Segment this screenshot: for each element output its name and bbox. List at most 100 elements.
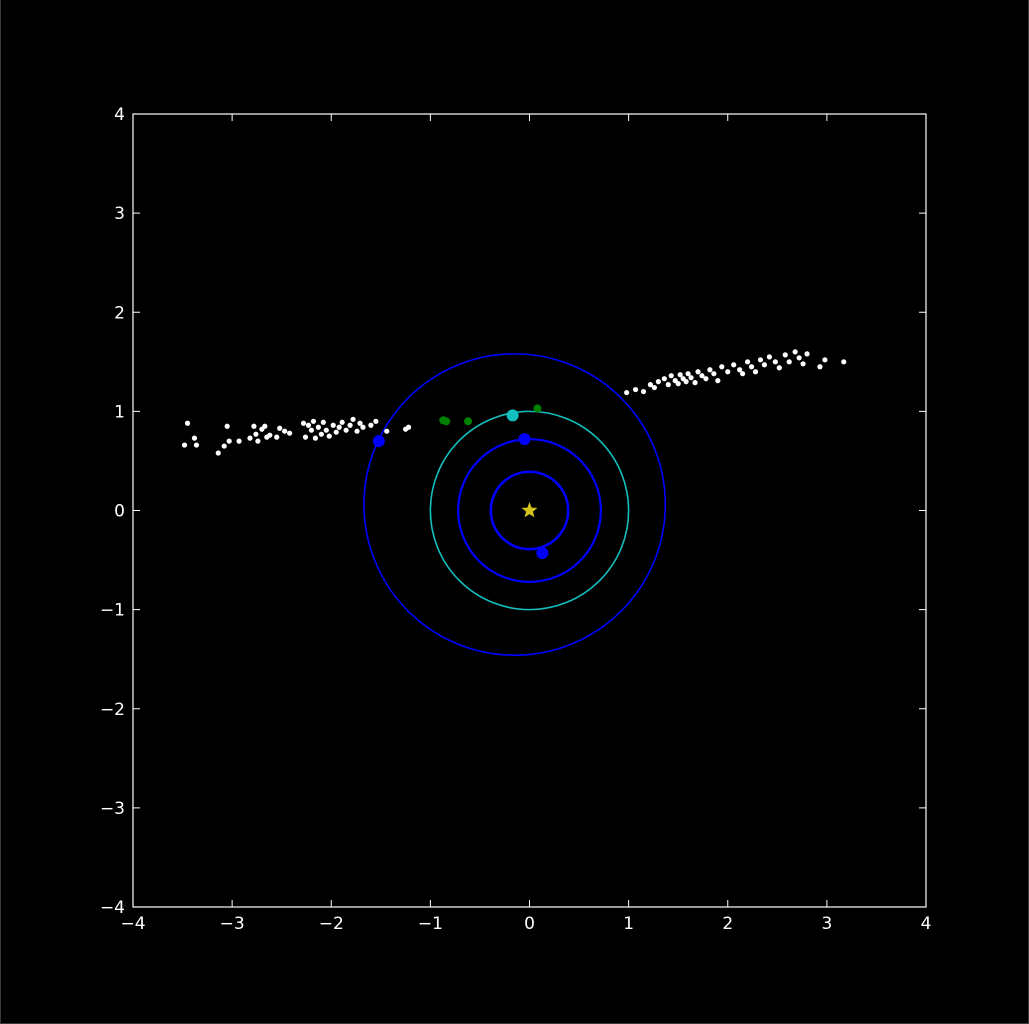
green-point — [533, 404, 542, 413]
y-tick-label: 3 — [114, 204, 125, 224]
debris-point — [253, 431, 259, 437]
x-tick-label: 3 — [821, 914, 832, 934]
debris-point — [748, 364, 755, 370]
debris-point — [184, 420, 191, 426]
debris-point — [752, 369, 759, 375]
debris-point — [267, 432, 273, 438]
y-tick-label: −1 — [100, 601, 125, 621]
debris-point — [624, 389, 630, 396]
debris-point — [744, 359, 751, 365]
y-tick-label: 2 — [114, 303, 125, 323]
debris-point — [368, 422, 374, 428]
debris-point — [384, 428, 390, 434]
debris-point — [715, 378, 721, 384]
debris-point — [310, 418, 317, 424]
debris-point — [305, 422, 312, 428]
debris-point — [326, 433, 332, 439]
debris-point — [277, 425, 283, 431]
orbit-ring-1 — [489, 470, 570, 551]
debris-point — [731, 362, 737, 368]
x-tick-label: 0 — [524, 914, 535, 934]
debris-point — [308, 427, 315, 433]
debris-point — [339, 419, 345, 425]
orbit-ring-3 — [429, 410, 630, 611]
debris-point — [651, 384, 657, 391]
orbit-layer — [363, 353, 667, 657]
debris-point — [357, 420, 363, 426]
debris-point — [665, 382, 671, 388]
debris-point — [655, 379, 661, 385]
debris-point — [330, 422, 336, 428]
debris-point — [302, 434, 309, 440]
debris-point — [782, 352, 788, 358]
debris-point — [699, 373, 705, 379]
debris-point — [251, 423, 257, 429]
star-icon — [521, 502, 538, 518]
green-point — [464, 417, 473, 426]
debris-point — [737, 367, 743, 373]
orbit-ring-4 — [363, 353, 667, 657]
debris-point — [287, 430, 293, 436]
debris-point — [766, 354, 772, 360]
x-tick-label: 2 — [722, 914, 733, 934]
debris-point — [318, 431, 324, 437]
debris-point — [224, 423, 230, 429]
debris-point — [282, 428, 288, 434]
debris-point — [255, 438, 261, 444]
debris-point — [640, 388, 647, 395]
x-tick-label: 4 — [921, 914, 932, 934]
y-tick-label: −4 — [100, 898, 125, 918]
debris-point — [336, 424, 342, 430]
debris-point — [350, 416, 356, 422]
debris-point — [247, 435, 253, 441]
debris-point — [707, 367, 713, 373]
debris-point — [632, 386, 639, 393]
debris-point — [320, 419, 326, 425]
y-tick-label: 4 — [114, 105, 125, 125]
tick-layer: −4 −3 −2 −1 0 1 2 3 4 −4 −3 −2 −1 0 1 2 3 4 — [100, 105, 931, 934]
debris-point — [191, 435, 198, 441]
debris-point — [822, 357, 828, 363]
planet-marker-2 — [518, 433, 531, 446]
debris-point — [373, 418, 379, 424]
debris-point — [692, 380, 698, 386]
debris-point — [772, 359, 778, 365]
x-tick-label: 1 — [623, 914, 634, 934]
debris-point — [761, 362, 768, 368]
debris-point — [757, 357, 764, 363]
y-tick-label: 0 — [114, 502, 125, 522]
debris-point — [792, 349, 798, 355]
x-tick-label: −3 — [220, 914, 245, 934]
debris-point — [796, 355, 802, 361]
debris-point — [405, 424, 412, 430]
debris-point — [300, 420, 307, 426]
debris-point — [675, 381, 681, 387]
planet-marker-1 — [536, 547, 549, 560]
debris-point — [215, 450, 221, 456]
debris-point — [274, 434, 280, 440]
debris-point — [841, 359, 847, 365]
debris-point — [683, 379, 689, 385]
debris-point — [343, 427, 349, 433]
debris-point — [677, 372, 683, 378]
debris-point — [193, 442, 200, 448]
debris-point — [719, 364, 725, 370]
debris-point — [262, 423, 268, 429]
debris-point — [347, 422, 353, 428]
debris-point — [703, 376, 709, 382]
debris-point — [740, 371, 746, 377]
debris-point — [695, 369, 701, 375]
debris-point — [804, 351, 810, 357]
debris-point — [647, 382, 654, 388]
y-tick-label: −2 — [100, 700, 125, 720]
debris-point — [786, 359, 792, 365]
debris-point — [333, 429, 339, 435]
planet-marker-3 — [506, 409, 519, 422]
debris-point — [688, 375, 694, 381]
debris-point — [725, 369, 731, 375]
debris-point — [711, 371, 717, 377]
y-tick-label: −3 — [100, 799, 125, 819]
debris-point — [226, 438, 232, 444]
